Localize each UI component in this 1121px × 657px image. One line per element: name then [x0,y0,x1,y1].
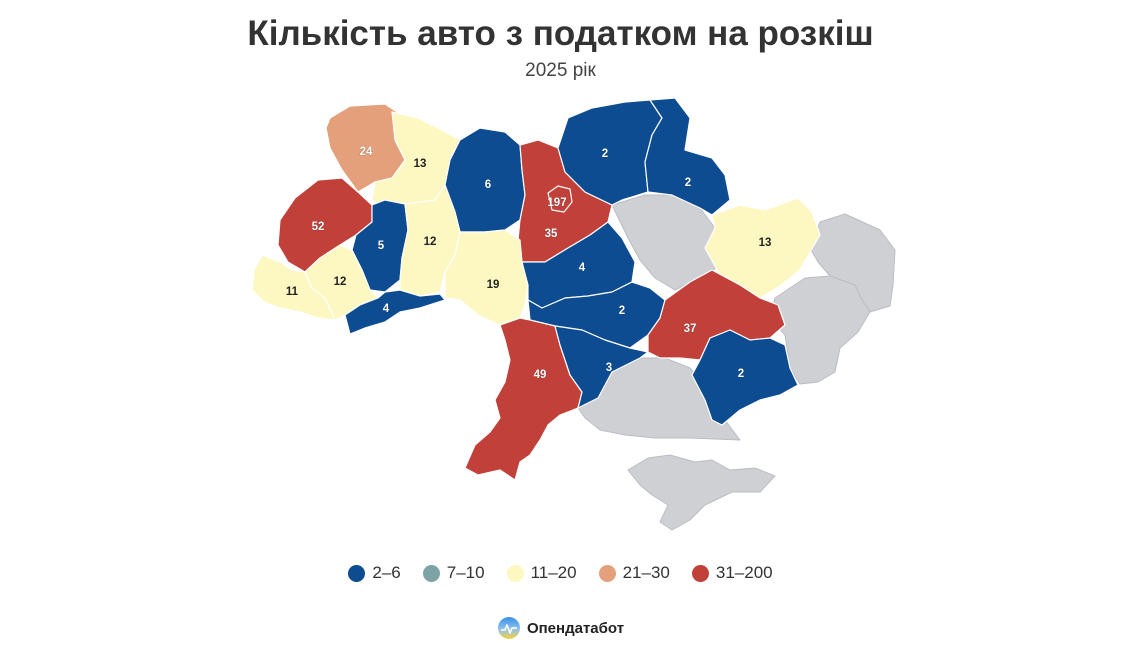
legend-swatch [348,564,366,582]
legend-label: 11–20 [530,563,577,582]
legend-item[interactable]: 2–6 [348,563,401,583]
region-donetsk[interactable] [769,275,871,385]
legend-item[interactable]: 7–10 [422,563,485,583]
region-lviv[interactable] [277,177,373,273]
legend-label: 31–200 [715,563,773,582]
opendatabot-logo-icon [497,617,520,639]
label-kirovohrad: 2 [619,305,625,317]
label-rivne: 13 [414,158,427,170]
label-volyn: 24 [360,146,373,158]
label-kharkiv: 13 [759,237,772,249]
legend: 2–6 7–10 11–20 21–30 31–200 [0,563,1121,583]
region-kharkiv[interactable] [704,197,821,299]
label-odesa: 49 [534,369,547,381]
region-zaporizhzhia[interactable] [691,329,799,426]
region-mykolaiv[interactable] [554,325,649,409]
label-kyiv-city: 197 [547,197,566,209]
label-cherkasy: 4 [579,262,586,274]
legend-swatch [506,564,524,582]
legend-label: 21–30 [622,563,670,582]
region-labels: 24 13 6 197 35 2 2 13 52 5 12 19 4 2 37 … [286,146,772,382]
label-zakarpattia: 11 [286,286,299,298]
brand-name: Опендатабот [526,619,625,637]
label-chernihiv: 2 [602,148,608,160]
legend-swatch [422,564,440,582]
label-mykolaiv: 3 [606,362,612,374]
label-chernivtsi: 4 [383,303,390,315]
legend-item[interactable]: 21–30 [598,563,670,583]
legend-item[interactable]: 11–20 [506,563,577,583]
regions [251,97,821,481]
label-dnipropetrovsk: 37 [684,323,697,335]
legend-swatch [691,564,709,582]
no-data-territories [577,194,896,531]
legend-label: 7–10 [446,563,485,582]
brand: Опендатабот [0,616,1121,640]
legend-swatch [598,564,616,582]
region-chernivtsi[interactable] [344,289,446,335]
region-zakarpattia[interactable] [251,254,336,321]
label-sumy: 2 [685,177,691,189]
region-vinnytsia[interactable] [444,229,529,326]
label-zhytomyr: 6 [485,179,491,191]
label-vinnytsia: 19 [487,279,500,291]
legend-label: 2–6 [372,563,401,582]
region-crimea[interactable] [627,454,776,531]
label-kyiv-oblast: 35 [545,228,558,240]
ukraine-map: 24 13 6 197 35 2 2 13 52 5 12 19 4 2 37 … [251,97,896,531]
label-ivano-frankivsk: 12 [334,276,347,288]
label-ternopil: 5 [378,240,385,252]
chart-subtitle: 2025 рік [525,60,596,81]
chart-title: Кількість авто з податком на розкіш [247,14,874,53]
region-khmelnytskyi[interactable] [399,184,461,297]
region-kyiv-city[interactable] [547,185,573,213]
label-zaporizhzhia: 2 [738,368,744,380]
label-lviv: 52 [312,221,325,233]
label-khmelnytskyi: 12 [424,236,437,248]
legend-item[interactable]: 31–200 [691,563,773,583]
